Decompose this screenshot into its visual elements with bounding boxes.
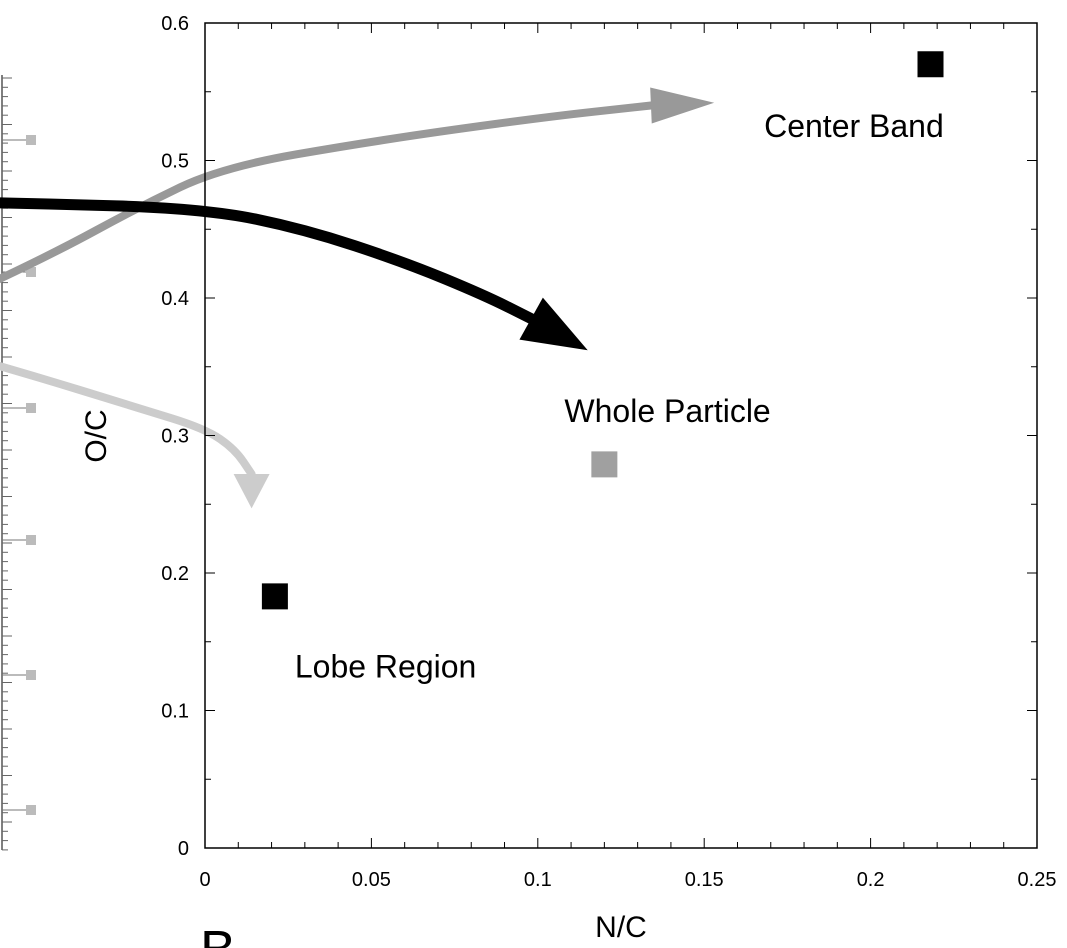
x-tick-label: 0.15: [685, 869, 724, 891]
annotation-arrows: [0, 87, 715, 509]
y-tick-label: 0.6: [161, 13, 189, 35]
arrow-head: [519, 297, 588, 351]
y-tick-label: 0.5: [161, 151, 189, 173]
point-label: Center Band: [764, 108, 944, 144]
y-tick-label: 0.2: [161, 563, 189, 585]
ruler-strip: [1, 75, 36, 851]
y-tick-label: 0: [178, 838, 189, 860]
point-label: Whole Particle: [564, 393, 770, 429]
arrow-head: [233, 474, 270, 509]
point-annotations: Center Band Whole Particle Lobe Region: [295, 108, 944, 684]
x-tick-label: 0.25: [1018, 869, 1057, 891]
axis-ticks: 0 0.05 0.1 0.15 0.2 0.25 0 0.1 0.2 0.3 0.4 0.5 0.6: [161, 13, 1056, 891]
y-tick-label: 0.4: [161, 288, 189, 310]
y-tick-label: 0.3: [161, 426, 189, 448]
arrow-path: [0, 101, 655, 284]
x-tick-label: 0: [199, 869, 210, 891]
data-points: [261, 51, 944, 610]
x-axis-label: N/C: [595, 911, 647, 944]
arrow-path: [0, 197, 537, 325]
data-point: [261, 583, 288, 610]
x-tick-label: 0.2: [857, 869, 885, 891]
data-point: [917, 51, 944, 78]
y-axis-label: O/C: [80, 409, 113, 462]
point-label: Lobe Region: [295, 649, 476, 685]
panel-letter: B: [200, 920, 236, 948]
x-tick-label: 0.05: [352, 869, 391, 891]
arrow-head: [650, 87, 715, 124]
arrow-path: [0, 361, 256, 478]
data-point: [591, 451, 618, 478]
x-tick-label: 0.1: [524, 869, 552, 891]
y-tick-label: 0.1: [161, 701, 189, 723]
